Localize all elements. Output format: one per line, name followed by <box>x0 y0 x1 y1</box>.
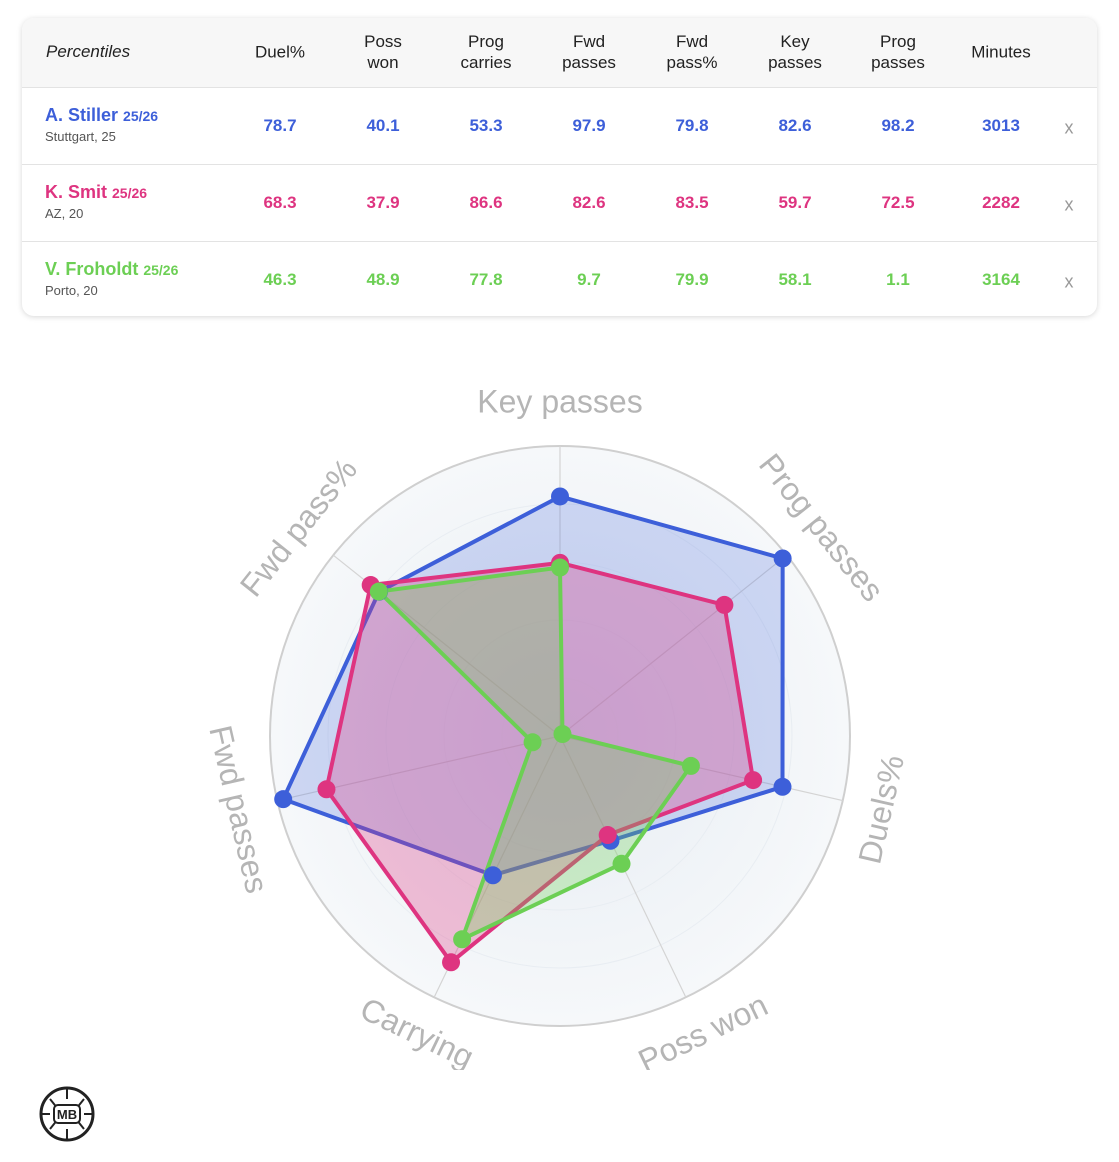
column-header[interactable]: Key passes <box>768 31 822 73</box>
player-name: V. Froholdt 25/26 <box>45 259 178 280</box>
player-season: 25/26 <box>112 185 148 201</box>
column-header-text: carries <box>460 53 512 72</box>
radar-spoke <box>433 735 561 998</box>
player-club-age: Stuttgart, 25 <box>45 129 116 144</box>
player-season: 25/26 <box>123 108 159 124</box>
stat-value: 9.7 <box>577 270 601 289</box>
column-header[interactable]: Poss won <box>364 31 402 73</box>
mb-logo: MB <box>39 1086 95 1142</box>
player-club-age: AZ, 20 <box>45 206 84 221</box>
radar-point <box>612 854 631 873</box>
column-header-text: Poss <box>364 32 402 51</box>
player-name: K. Smit 25/26 <box>45 182 147 203</box>
column-header[interactable]: Prog carries <box>460 31 511 73</box>
logo-text: MB <box>57 1107 77 1122</box>
column-header-text: Key <box>780 32 810 51</box>
radar-point <box>744 771 763 790</box>
radar-point <box>274 790 293 809</box>
radar-point <box>523 733 542 752</box>
radar-point <box>369 582 388 601</box>
stat-value: 2282 <box>982 193 1020 212</box>
radar-point <box>773 549 792 568</box>
stat-value: 3164 <box>982 270 1020 289</box>
player-season: 25/26 <box>143 262 179 278</box>
player-row-stiller: A. Stiller 25/26 Stuttgart, 25 <box>22 88 1097 165</box>
player-row-froholdt: V. Froholdt 25/26 Porto, 20 <box>22 242 1097 316</box>
stat-value: 82.6 <box>778 116 812 135</box>
column-header-text: passes <box>871 53 925 72</box>
column-header-text: pass% <box>666 53 718 72</box>
stat-value: 48.9 <box>366 270 400 289</box>
radar-point <box>442 953 461 972</box>
stat-value: 46.3 <box>263 270 297 289</box>
column-header-text: Prog <box>880 32 916 51</box>
stat-value: 53.3 <box>469 116 503 135</box>
stat-value: 83.5 <box>675 193 709 212</box>
stat-value: 68.3 <box>263 193 297 212</box>
column-header-text: passes <box>768 53 822 72</box>
percentiles-header-label: Percentiles <box>46 42 131 61</box>
remove-player-button[interactable]: x <box>1064 194 1074 215</box>
stat-value: 40.1 <box>366 116 400 135</box>
stat-value: 72.5 <box>881 193 915 212</box>
stat-value: 79.9 <box>675 270 709 289</box>
column-header[interactable]: Fwd passes <box>562 31 616 73</box>
stat-value: 59.7 <box>778 193 812 212</box>
stat-value: 78.7 <box>263 116 297 135</box>
stat-value: 98.2 <box>881 116 915 135</box>
player-row-smit: K. Smit 25/26 AZ, 20 <box>22 165 1097 242</box>
radar-point <box>553 725 572 744</box>
radar-point <box>681 756 700 775</box>
stat-value: 58.1 <box>778 270 812 289</box>
column-header-text: won <box>367 53 399 72</box>
radar-point <box>453 930 472 949</box>
radar-point <box>483 866 502 885</box>
radar-point <box>598 826 617 845</box>
column-header-text: Prog <box>468 32 504 51</box>
radar-point <box>715 595 734 614</box>
column-header-text: Minutes <box>971 42 1031 62</box>
radar-point <box>317 780 336 799</box>
stat-value: 3013 <box>982 116 1020 135</box>
radar-axis-label: Duels% <box>851 752 911 868</box>
radar-axis-label: Key passes <box>477 383 642 419</box>
player-name-text: A. Stiller <box>45 105 119 125</box>
player-club-age: Porto, 20 <box>45 283 98 298</box>
stat-value: 1.1 <box>886 270 910 289</box>
column-header[interactable]: Minutes <box>971 42 1031 63</box>
radar-series-1 <box>324 560 756 965</box>
column-header[interactable]: Prog passes <box>871 31 925 73</box>
radar-axis-label: Fwd passes <box>202 722 275 896</box>
column-header-text: Fwd <box>675 32 709 51</box>
remove-player-button[interactable]: x <box>1064 117 1074 138</box>
column-header[interactable]: Duel% <box>255 42 305 63</box>
column-header-text: Fwd <box>572 32 606 51</box>
column-header-text: Duel% <box>254 42 306 62</box>
radar-point <box>773 777 792 796</box>
stat-value: 79.8 <box>675 116 709 135</box>
stat-value: 97.9 <box>572 116 606 135</box>
percentile-table: Percentiles Duel% Poss won Prog carries Fwd pa… <box>22 18 1097 316</box>
player-name-text: K. Smit <box>45 182 108 202</box>
radar-point <box>551 487 569 506</box>
player-name: A. Stiller 25/26 <box>45 105 158 126</box>
radar-spoke <box>559 554 788 737</box>
stat-value: 77.8 <box>469 270 503 289</box>
table-header: Percentiles Duel% Poss won Prog carries Fwd pa… <box>22 18 1097 88</box>
stat-value: 82.6 <box>572 193 606 212</box>
column-header[interactable]: Fwd pass% <box>666 31 717 73</box>
column-header-text: passes <box>562 53 616 72</box>
radar-point <box>551 558 569 577</box>
stat-value: 37.9 <box>366 193 400 212</box>
player-name-text: V. Froholdt <box>45 259 139 279</box>
stat-value: 86.6 <box>469 193 503 212</box>
remove-player-button[interactable]: x <box>1064 271 1074 292</box>
